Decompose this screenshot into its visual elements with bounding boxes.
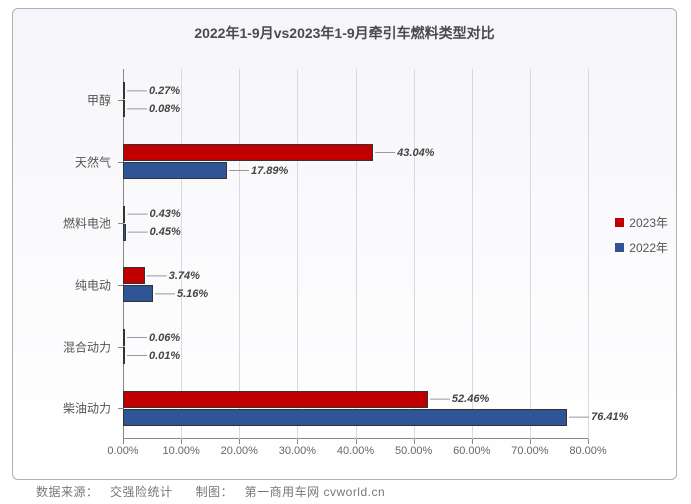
category-label: 混合动力 <box>63 338 123 355</box>
source-value: 交强险统计 <box>110 485 173 499</box>
category-label: 纯电动 <box>75 276 123 293</box>
x-tick-label: 80.00% <box>569 439 606 457</box>
chart-frame: 2022年1-9月vs2023年1-9月牵引车燃料类型对比 0.00%10.00… <box>12 8 677 480</box>
x-tick-label: 40.00% <box>337 439 374 457</box>
x-tick-label: 20.00% <box>221 439 258 457</box>
gridline <box>588 69 589 439</box>
plot-area: 0.00%10.00%20.00%30.00%40.00%50.00%60.00… <box>123 69 588 439</box>
x-tick-label: 30.00% <box>279 439 316 457</box>
category-label: 燃料电池 <box>63 215 123 232</box>
category-label: 柴油动力 <box>63 400 123 417</box>
legend-swatch <box>615 243 624 252</box>
leader-line <box>123 69 588 439</box>
chart-title: 2022年1-9月vs2023年1-9月牵引车燃料类型对比 <box>13 23 676 43</box>
legend-item: 2022年 <box>615 239 668 256</box>
legend-swatch <box>615 218 624 227</box>
bar-value-label: 76.41% <box>591 411 628 423</box>
x-tick-label: 50.00% <box>395 439 432 457</box>
category-label: 天然气 <box>75 153 123 170</box>
x-tick-label: 0.00% <box>107 439 138 457</box>
source-label: 数据来源： <box>36 485 99 499</box>
source-credit: 数据来源： 交强险统计 制图： 第一商用车网 cvworld.cn <box>36 483 385 500</box>
legend-label: 2022年 <box>629 239 668 256</box>
maker-label: 制图： <box>196 485 234 499</box>
maker-value: 第一商用车网 cvworld.cn <box>245 485 386 499</box>
x-tick-label: 10.00% <box>162 439 199 457</box>
legend-label: 2023年 <box>629 214 668 231</box>
x-tick-label: 60.00% <box>453 439 490 457</box>
x-tick-label: 70.00% <box>511 439 548 457</box>
legend: 2023年 2022年 <box>615 214 668 264</box>
legend-item: 2023年 <box>615 214 668 231</box>
